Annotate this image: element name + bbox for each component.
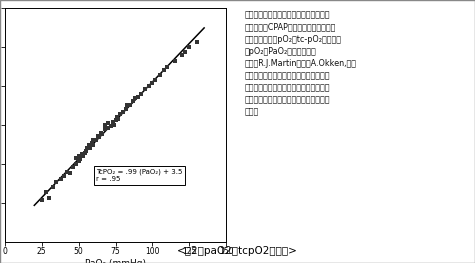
Point — [101, 123, 109, 127]
Point — [109, 120, 116, 124]
Point — [193, 40, 200, 44]
Point — [116, 112, 124, 116]
Point — [50, 185, 57, 189]
Point — [186, 45, 193, 49]
Point — [79, 154, 87, 158]
Point — [97, 130, 104, 135]
Point — [181, 49, 189, 54]
Point — [66, 171, 74, 175]
X-axis label: PaO₂ (mmHg): PaO₂ (mmHg) — [85, 259, 146, 263]
Point — [178, 53, 186, 57]
Text: <囲2：paO2とtcpO2の相関>: <囲2：paO2とtcpO2の相関> — [177, 246, 298, 256]
Point — [114, 117, 122, 121]
Point — [82, 149, 90, 153]
Point — [38, 198, 46, 202]
Point — [45, 196, 53, 200]
Point — [104, 126, 112, 130]
Point — [88, 141, 95, 146]
Point — [95, 135, 103, 139]
Point — [72, 155, 79, 160]
Point — [163, 65, 171, 69]
Point — [156, 73, 163, 77]
Point — [81, 151, 88, 155]
Point — [57, 177, 65, 181]
Point — [130, 99, 137, 104]
Point — [110, 123, 118, 127]
Point — [112, 118, 119, 122]
Point — [152, 78, 159, 82]
Point — [134, 95, 142, 99]
Point — [42, 190, 50, 194]
Point — [137, 92, 144, 96]
Point — [149, 80, 156, 85]
Point — [78, 152, 86, 156]
Point — [141, 87, 149, 91]
Point — [122, 107, 130, 111]
Point — [119, 110, 127, 114]
Point — [101, 127, 109, 132]
Point — [124, 102, 131, 107]
Point — [75, 154, 82, 158]
Text: TcPO₂ = .99 (PaO₂) + 3.5
r = .95: TcPO₂ = .99 (PaO₂) + 3.5 r = .95 — [96, 169, 183, 183]
Point — [146, 84, 153, 88]
Point — [104, 121, 112, 125]
Point — [75, 159, 82, 163]
Point — [93, 138, 100, 143]
Point — [131, 96, 139, 100]
Point — [60, 174, 67, 178]
Point — [76, 157, 84, 161]
Point — [98, 132, 106, 136]
Text: 中程度または重い呼吸困難のある早期産
児（すべてCPAPまたは人口呼吸器）を
使用における経pO₂（tc-pO₂）と動脈
血pO₂（PaO₂）との関係。
出典：: 中程度または重い呼吸困難のある早期産 児（すべてCPAPまたは人口呼吸器）を 使… — [245, 10, 357, 117]
Point — [107, 124, 115, 128]
Point — [72, 162, 79, 166]
Point — [90, 143, 97, 147]
Point — [85, 143, 93, 147]
Point — [84, 146, 91, 150]
Point — [94, 134, 102, 138]
Point — [161, 68, 168, 72]
Point — [53, 180, 60, 185]
Point — [63, 169, 71, 174]
Point — [90, 138, 97, 143]
Point — [69, 165, 76, 169]
Point — [113, 115, 121, 119]
Point — [171, 59, 179, 63]
Point — [86, 146, 94, 150]
Point — [126, 102, 134, 107]
